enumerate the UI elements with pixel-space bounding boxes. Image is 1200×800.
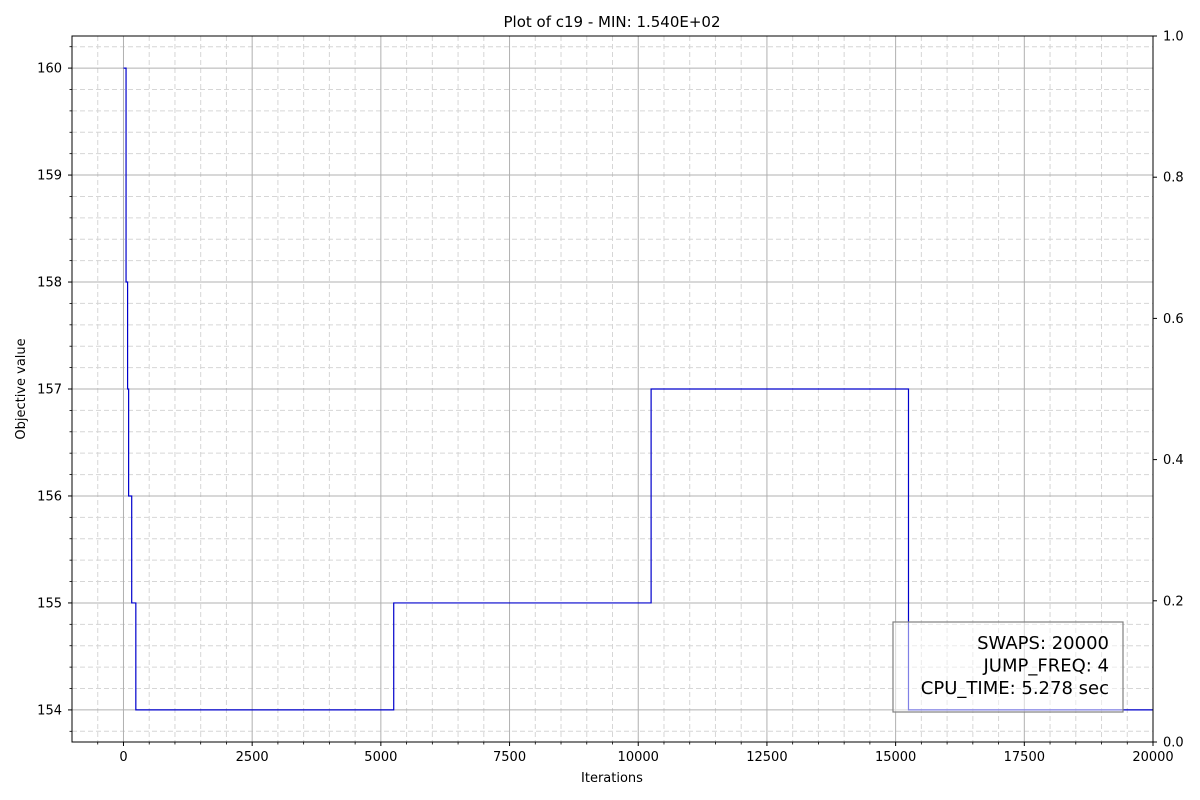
x-tick-label: 2500 — [236, 750, 269, 765]
axis-ticks: 0 2500 5000 7500 10000 12500 15000 17500 20000 15… — [37, 30, 1184, 766]
x-axis-label: Iterations — [581, 771, 643, 786]
annotation-line: CPU_TIME: 5.278 sec — [921, 678, 1109, 699]
annotation-box — [892, 621, 1124, 713]
y2-tick-label: 1.0 — [1163, 30, 1184, 45]
y-axis-label: Objective value — [14, 338, 29, 439]
y2-tick-label: 0.0 — [1163, 736, 1184, 751]
y-tick-label: 157 — [37, 383, 62, 398]
chart-title: Plot of c19 - MIN: 1.540E+02 — [503, 13, 720, 31]
y2-tick-label: 0.6 — [1163, 312, 1184, 327]
y2-tick-label: 0.8 — [1163, 171, 1184, 186]
annotation-line: JUMP_FREQ: 4 — [982, 656, 1109, 677]
x-tick-label: 7500 — [493, 750, 526, 765]
series-layer — [123, 67, 1153, 711]
y-tick-label: 158 — [37, 276, 62, 291]
y-tick-label: 160 — [37, 62, 62, 77]
y-tick-label: 156 — [37, 489, 62, 504]
x-tick-label: 20000 — [1132, 750, 1173, 765]
y-tick-label: 159 — [37, 169, 62, 184]
x-tick-label: 0 — [119, 750, 127, 765]
annotation-line: SWAPS: 20000 — [977, 633, 1109, 654]
x-tick-label: 17500 — [1004, 750, 1045, 765]
x-tick-label: 15000 — [875, 750, 916, 765]
x-tick-label: 12500 — [746, 750, 787, 765]
y-tick-label: 155 — [37, 596, 62, 611]
y2-tick-label: 0.2 — [1163, 594, 1184, 609]
y2-tick-label: 0.4 — [1163, 453, 1184, 468]
x-tick-label: 5000 — [364, 750, 397, 765]
x-tick-label: 10000 — [618, 750, 659, 765]
y-tick-label: 154 — [37, 703, 62, 718]
series-line — [123, 67, 1153, 711]
